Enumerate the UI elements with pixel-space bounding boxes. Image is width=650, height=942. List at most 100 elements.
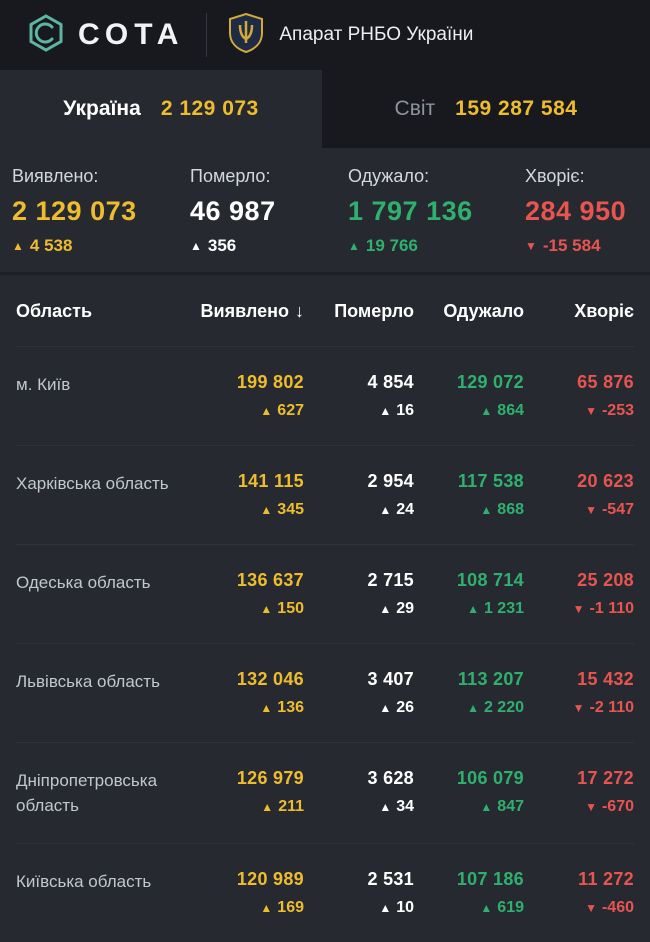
recovered-value: 107 186 (456, 869, 524, 890)
deaths-delta: ▲ 26 (379, 699, 414, 717)
sick-value: 17 272 (577, 768, 634, 788)
up-arrow-icon: ▲ (260, 602, 273, 616)
recovered-value: 129 072 (456, 372, 524, 392)
delta-value: 150 (277, 600, 304, 617)
up-arrow-icon: ▲ (260, 404, 273, 418)
up-arrow-icon: ▲ (379, 404, 392, 418)
region-name: м. Київ (16, 375, 71, 394)
header-divider (206, 13, 208, 57)
delta-value: 356 (207, 236, 237, 255)
column-header-label: Виявлено (200, 301, 289, 321)
deaths-delta: ▲ 24 (379, 501, 414, 519)
table-row[interactable]: Дніпропетровська область 126 979 ▲ 211 3 … (16, 742, 634, 843)
up-arrow-icon: ▲ (348, 239, 360, 253)
table-row[interactable]: Київська область 120 989 ▲ 169 2 531 ▲ 10 … (16, 843, 634, 942)
tab-ukraine-label: Україна (63, 97, 141, 120)
delta-value: 29 (396, 600, 414, 617)
up-arrow-icon: ▲ (467, 701, 479, 715)
sick-cell: 15 432 ▼ -2 110 (524, 669, 634, 717)
deaths-delta: ▲ 34 (379, 798, 414, 816)
table-header: Область Виявлено ↓ Померло Одужало Хворіє (16, 275, 634, 346)
delta-value: -547 (601, 501, 634, 518)
summary-value: 2 129 073 (12, 196, 137, 226)
recovered-value: 113 207 (457, 669, 524, 689)
delta-value: -460 (601, 899, 634, 917)
app-header: СОТА Апарат РНБО України (0, 0, 650, 70)
summary-card-recovered: Одужало: 1 797 136 ▲ 19 766 (348, 166, 525, 256)
recovered-cell: 108 714 ▲ 1 231 (414, 570, 524, 618)
brand: СОТА (26, 13, 184, 58)
up-arrow-icon: ▲ (379, 602, 392, 616)
summary-label: Одужало: (348, 166, 430, 186)
confirmed-cell: 126 979 ▲ 211 (194, 768, 304, 816)
confirmed-cell: 120 989 ▲ 169 (194, 869, 304, 917)
recovered-value: 108 714 (456, 570, 524, 590)
tab-ukraine-value: 2 129 073 (160, 97, 259, 120)
delta-value: 345 (277, 501, 304, 518)
deaths-delta: ▲ 16 (379, 402, 414, 420)
delta-value: -670 (601, 798, 634, 815)
up-arrow-icon: ▲ (480, 503, 493, 517)
delta-value: 868 (497, 501, 524, 518)
rnbo-emblem-icon (229, 12, 264, 58)
column-header-recovered[interactable]: Одужало (443, 301, 524, 321)
column-header-confirmed[interactable]: Виявлено ↓ (194, 301, 304, 322)
up-arrow-icon: ▲ (467, 602, 479, 616)
confirmed-value: 141 115 (237, 471, 304, 491)
confirmed-delta: ▲ 169 (260, 899, 304, 917)
summary-label: Хворіє: (525, 166, 585, 186)
scope-tabs: Україна 2 129 073 Світ 159 287 584 (0, 70, 650, 148)
region-name: Одеська область (16, 573, 151, 592)
summary-card-confirmed: Виявлено: 2 129 073 ▲ 4 538 (12, 166, 190, 256)
sick-delta: ▼ -460 (585, 899, 634, 917)
up-arrow-icon: ▲ (379, 701, 392, 715)
sick-value: 65 876 (577, 372, 634, 392)
summary-value: 284 950 (525, 196, 627, 226)
summary-label: Померло: (190, 166, 271, 186)
summary-stats: Виявлено: 2 129 073 ▲ 4 538 Померло: 46 … (0, 148, 650, 275)
down-arrow-icon: ▼ (585, 404, 597, 418)
deaths-value: 2 531 (367, 869, 414, 890)
sick-value: 25 208 (577, 570, 634, 590)
table-row[interactable]: Одеська область 136 637 ▲ 150 2 715 ▲ 29 1… (16, 544, 634, 643)
table-row[interactable]: м. Київ 199 802 ▲ 627 4 854 ▲ 16 129 072 ▲… (16, 346, 634, 445)
sick-cell: 25 208 ▼ -1 110 (524, 570, 634, 618)
table-row[interactable]: Львівська область 132 046 ▲ 136 3 407 ▲ 26… (16, 643, 634, 742)
delta-value: 26 (396, 699, 414, 716)
recovered-cell: 113 207 ▲ 2 220 (414, 669, 524, 717)
deaths-value: 3 407 (367, 669, 414, 689)
org: Апарат РНБО України (229, 12, 473, 58)
sick-delta: ▼ -2 110 (573, 699, 634, 717)
confirmed-value: 199 802 (236, 372, 304, 392)
sota-logo-icon (26, 13, 66, 58)
column-header-region[interactable]: Область (16, 301, 93, 321)
delta-value: 2 220 (483, 699, 524, 716)
summary-value: 46 987 (190, 196, 276, 226)
up-arrow-icon: ▲ (480, 404, 493, 418)
down-arrow-icon: ▼ (585, 503, 597, 517)
column-header-deaths[interactable]: Померло (334, 301, 414, 321)
sick-delta: ▼ -547 (585, 501, 634, 519)
confirmed-cell: 136 637 ▲ 150 (194, 570, 304, 618)
confirmed-value: 132 046 (236, 669, 304, 689)
column-header-sick[interactable]: Хворіє (574, 301, 634, 321)
sick-cell: 20 623 ▼ -547 (524, 471, 634, 519)
up-arrow-icon: ▲ (379, 800, 392, 814)
deaths-value: 3 628 (367, 768, 414, 788)
up-arrow-icon: ▲ (379, 901, 392, 916)
sick-delta: ▼ -670 (585, 798, 634, 816)
table-row[interactable]: Харківська область 141 115 ▲ 345 2 954 ▲ 2… (16, 445, 634, 544)
deaths-value: 2 954 (367, 471, 414, 491)
up-arrow-icon: ▲ (379, 503, 392, 517)
tab-world-value: 159 287 584 (455, 97, 578, 120)
up-arrow-icon: ▲ (261, 800, 274, 814)
delta-value: 34 (396, 798, 414, 815)
deaths-cell: 4 854 ▲ 16 (304, 372, 414, 420)
sick-cell: 65 876 ▼ -253 (524, 372, 634, 420)
tab-ukraine[interactable]: Україна 2 129 073 (0, 70, 322, 148)
delta-value: -253 (601, 402, 634, 419)
sick-delta: ▼ -253 (585, 402, 634, 420)
tab-world[interactable]: Світ 159 287 584 (322, 70, 650, 148)
summary-card-sick: Хворіє: 284 950 ▼ -15 584 (525, 166, 638, 256)
recovered-cell: 107 186 ▲ 619 (414, 869, 524, 917)
